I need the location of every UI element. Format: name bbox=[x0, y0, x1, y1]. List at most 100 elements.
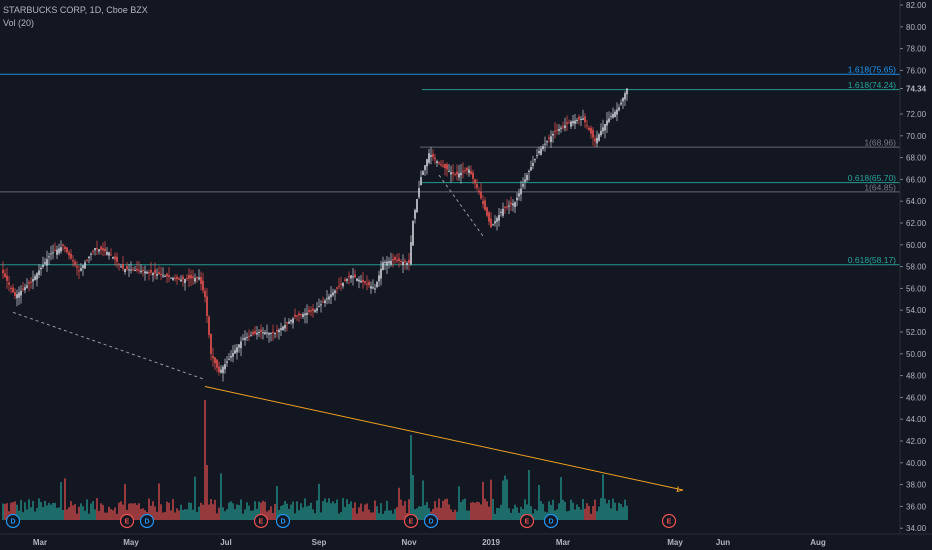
volume-bar bbox=[78, 506, 80, 520]
time-tick: 2019 bbox=[482, 538, 500, 547]
price-tick: 70.00 bbox=[906, 132, 927, 141]
price-tick: 72.00 bbox=[906, 110, 927, 119]
volume-bar bbox=[40, 501, 42, 520]
candle bbox=[436, 161, 438, 163]
earnings-marker bbox=[253, 513, 269, 529]
candle bbox=[116, 256, 118, 262]
price-tick: 62.00 bbox=[906, 219, 927, 228]
candle bbox=[216, 359, 218, 368]
volume-bar bbox=[592, 506, 594, 520]
volume-bar bbox=[354, 502, 356, 520]
volume-bar bbox=[236, 504, 238, 520]
volume-bar bbox=[416, 508, 418, 520]
candle bbox=[142, 270, 144, 272]
candle bbox=[506, 206, 508, 208]
volume-bar bbox=[428, 508, 430, 520]
candle bbox=[282, 326, 284, 331]
candle bbox=[16, 294, 18, 299]
volume-bar bbox=[452, 511, 454, 520]
volume-bar bbox=[534, 508, 536, 520]
volume-bar bbox=[70, 501, 72, 520]
volume-bar bbox=[92, 501, 94, 520]
pullback-trendline bbox=[438, 174, 484, 237]
volume-bar bbox=[588, 506, 590, 520]
volume-bar bbox=[552, 499, 554, 520]
volume-bar bbox=[276, 486, 278, 520]
event-letter: D bbox=[144, 519, 149, 526]
candle bbox=[432, 153, 434, 158]
volume-bar bbox=[328, 498, 330, 520]
candle bbox=[178, 278, 180, 280]
volume-bar bbox=[252, 510, 254, 520]
volume-bar bbox=[194, 476, 196, 520]
candle bbox=[322, 301, 324, 303]
candle bbox=[210, 333, 212, 354]
horizontal-levels: 1.618(75.65) 1.618(74.24) 1(68.96) 0.618(65… bbox=[0, 65, 900, 266]
candle bbox=[390, 260, 392, 265]
level-label: 1(68.96) bbox=[864, 138, 896, 148]
volume-bar bbox=[476, 501, 478, 520]
volume-bar bbox=[438, 498, 440, 520]
candle bbox=[240, 341, 242, 349]
volume-bar bbox=[198, 506, 200, 520]
volume-bar bbox=[118, 502, 120, 520]
volume-bar bbox=[446, 498, 448, 520]
candle bbox=[472, 172, 474, 179]
volume-bar bbox=[306, 506, 308, 520]
candle bbox=[444, 163, 446, 169]
volume-bar bbox=[184, 509, 186, 520]
candle bbox=[118, 263, 120, 265]
candle bbox=[374, 288, 376, 290]
volume-bar bbox=[48, 502, 50, 520]
candle bbox=[578, 116, 580, 120]
candle bbox=[384, 261, 386, 263]
candle bbox=[386, 261, 388, 266]
candle bbox=[170, 277, 172, 279]
dividend-marker bbox=[543, 513, 559, 529]
candles bbox=[2, 88, 628, 382]
volume-bar bbox=[370, 512, 372, 520]
price-tick: 44.00 bbox=[906, 415, 927, 424]
price-tick: 52.00 bbox=[906, 328, 927, 337]
candle bbox=[618, 107, 620, 111]
volume-bar bbox=[532, 513, 534, 520]
volume-bar bbox=[392, 513, 394, 520]
candle bbox=[56, 249, 58, 255]
volume-bar bbox=[576, 504, 578, 520]
candle bbox=[66, 247, 68, 253]
symbol-title: STARBUCKS CORP, 1D, Cboe BZX bbox=[3, 5, 148, 15]
candle bbox=[616, 109, 618, 115]
price-tick: 60.00 bbox=[906, 241, 927, 250]
volume-bar bbox=[180, 504, 182, 520]
candle bbox=[424, 165, 426, 171]
candle bbox=[300, 314, 302, 316]
candle bbox=[248, 335, 250, 337]
volume-bar bbox=[368, 509, 370, 520]
price-axis: 82.00 80.00 78.00 76.00 74.34 72.00 70.00 68.00… bbox=[899, 0, 927, 534]
volume-bar bbox=[394, 509, 396, 520]
dividend-marker bbox=[275, 513, 291, 529]
candle bbox=[68, 252, 70, 256]
candle bbox=[122, 264, 124, 269]
candle bbox=[30, 281, 32, 283]
volume-bar bbox=[192, 509, 194, 520]
candle bbox=[462, 170, 464, 172]
price-tick: 42.00 bbox=[906, 437, 927, 446]
candle bbox=[514, 202, 516, 208]
candle bbox=[274, 333, 276, 335]
volume-bars bbox=[2, 400, 628, 520]
volume-bar bbox=[74, 504, 76, 520]
volume-bar bbox=[490, 479, 492, 520]
candle bbox=[378, 275, 380, 282]
volume-bar bbox=[598, 506, 600, 520]
volume-bar bbox=[240, 499, 242, 520]
volume-bar bbox=[148, 498, 150, 520]
candle bbox=[308, 309, 310, 313]
volume-bar bbox=[338, 513, 340, 520]
candle bbox=[352, 276, 354, 278]
volume-bar bbox=[436, 507, 438, 520]
volume-bar bbox=[322, 501, 324, 520]
price-tick: 82.00 bbox=[906, 1, 927, 10]
candle bbox=[524, 179, 526, 182]
